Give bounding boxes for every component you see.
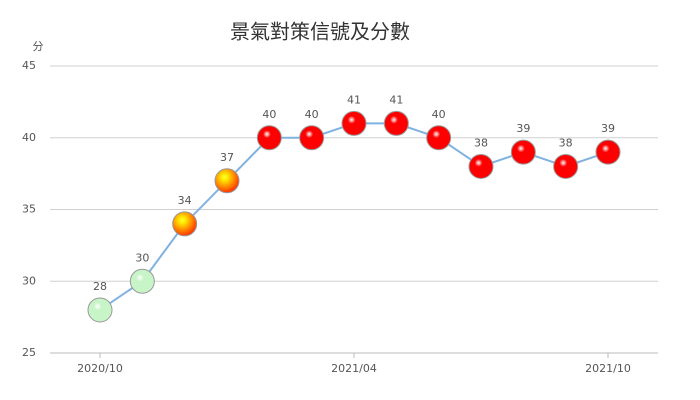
- marker: [172, 211, 198, 237]
- y-tick-label: 45: [22, 59, 36, 72]
- data-label: 41: [347, 93, 361, 106]
- marker: [341, 110, 367, 136]
- marker: [553, 153, 579, 179]
- data-label: 34: [178, 194, 192, 207]
- data-label: 40: [432, 108, 446, 121]
- data-label: 39: [601, 122, 615, 135]
- data-label: 30: [135, 251, 149, 264]
- marker: [426, 125, 452, 151]
- y-tick-label: 40: [22, 131, 36, 144]
- data-label: 37: [220, 151, 234, 164]
- x-tick-label: 2021/04: [331, 362, 377, 375]
- data-label: 38: [559, 136, 573, 149]
- marker: [214, 168, 240, 194]
- chart-title: 景氣對策信號及分數: [230, 20, 410, 44]
- data-label: 41: [389, 93, 403, 106]
- marker: [510, 139, 536, 165]
- marker: [87, 297, 113, 323]
- marker: [383, 110, 409, 136]
- y-tick-label: 25: [22, 346, 36, 359]
- marker: [468, 153, 494, 179]
- data-label: 40: [305, 108, 319, 121]
- data-label: 38: [474, 136, 488, 149]
- x-tick-label: 2020/10: [77, 362, 123, 375]
- y-axis-unit: 分: [33, 40, 44, 53]
- data-label: 40: [262, 108, 276, 121]
- x-tick-label: 2021/10: [585, 362, 631, 375]
- marker: [299, 125, 325, 151]
- y-tick-label: 35: [22, 203, 36, 216]
- marker: [129, 268, 155, 294]
- marker: [595, 139, 621, 165]
- marker: [256, 125, 282, 151]
- data-label: 28: [93, 280, 107, 293]
- y-tick-label: 30: [22, 274, 36, 287]
- data-label: 39: [516, 122, 530, 135]
